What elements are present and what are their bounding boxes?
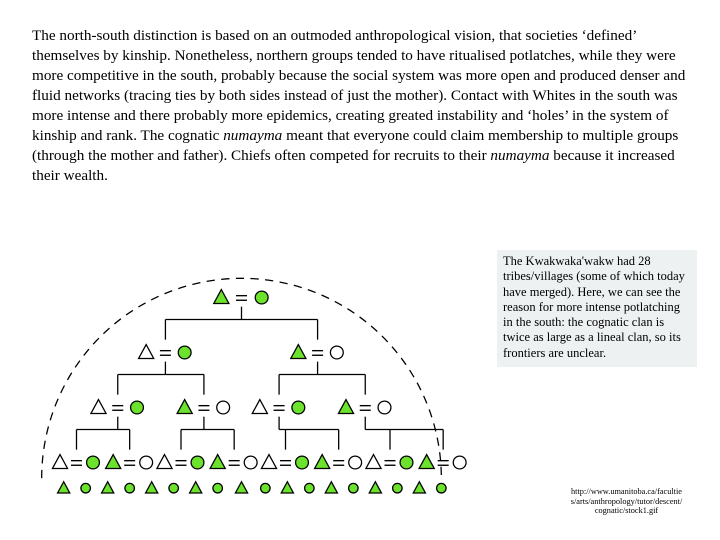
kinship-diagram [38,245,478,515]
side-box-text: The Kwakwaka'wakw had 28 tribes/villages… [503,254,685,360]
citation-text: http://www.umanitoba.ca/facultie s/arts/… [571,487,683,515]
citation: http://www.umanitoba.ca/facultie s/arts/… [554,487,699,516]
side-box: The Kwakwaka'wakw had 28 tribes/villages… [497,250,697,367]
main-paragraph: The north-south distinction is based on … [32,26,692,187]
